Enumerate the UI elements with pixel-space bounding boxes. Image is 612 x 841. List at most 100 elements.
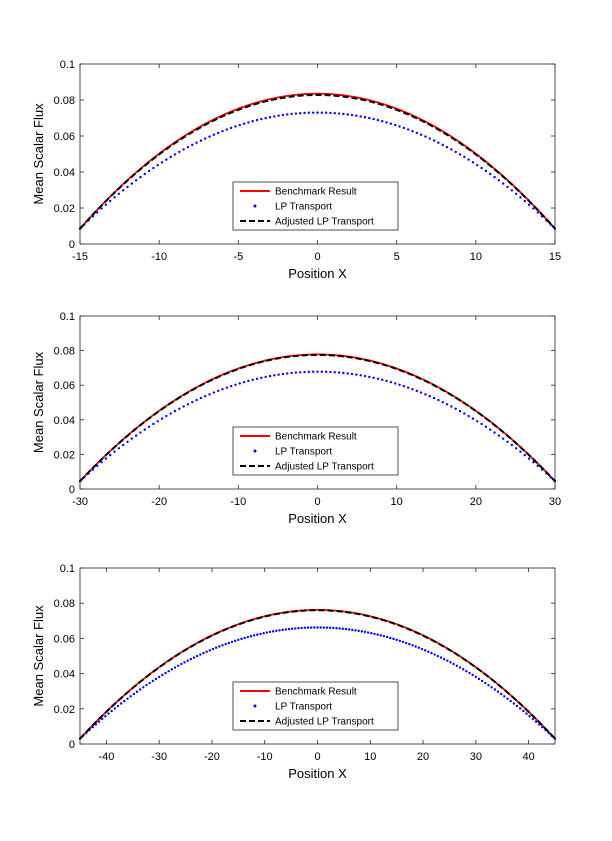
legend-label: Adjusted LP Transport [275, 462, 374, 473]
data-point [100, 717, 104, 721]
data-point [351, 628, 354, 632]
legend: Benchmark Result LP Transport Adjusted LP … [232, 681, 399, 731]
data-point [91, 468, 95, 471]
data-point [264, 375, 267, 379]
data-point [251, 378, 254, 382]
data-point [493, 688, 497, 691]
data-point [229, 384, 233, 388]
x-tick-label: 15 [549, 251, 561, 263]
data-point [100, 207, 103, 210]
x-tick-label: -10 [257, 751, 273, 763]
legend-label: Benchmark Result [275, 187, 357, 198]
data-point [493, 175, 496, 179]
data-point [178, 407, 181, 410]
x-tick-label: 20 [470, 496, 482, 508]
y-tick-label: 0.1 [60, 563, 75, 575]
data-point [97, 720, 101, 723]
data-point [233, 639, 237, 643]
data-point [522, 709, 525, 713]
data-point [322, 626, 326, 629]
data-point [273, 115, 276, 118]
data-point [161, 673, 164, 677]
data-point [414, 645, 417, 648]
data-point [199, 653, 202, 656]
data-point [547, 731, 550, 735]
data-point [455, 664, 459, 667]
data-point [216, 389, 220, 393]
data-point [328, 626, 332, 630]
data-point [415, 389, 419, 393]
data-point [211, 647, 215, 651]
data-point [303, 111, 306, 115]
y-tick-label: 0.08 [54, 95, 75, 107]
legend-label: LP Transport [275, 702, 332, 713]
data-point [342, 112, 345, 116]
x-tick-label: -30 [72, 496, 88, 508]
y-tick-label: 0.06 [54, 131, 75, 143]
data-point [183, 661, 186, 664]
x-tick-label: -30 [151, 751, 167, 763]
data-point [227, 641, 231, 645]
x-tick-label: -40 [98, 751, 114, 763]
legend-label: LP Transport [275, 447, 332, 458]
data-point [139, 431, 142, 434]
data-point [243, 636, 246, 640]
data-point [165, 414, 168, 418]
data-point [506, 440, 509, 443]
data-point [221, 129, 224, 133]
legend-marker [253, 704, 257, 708]
data-point [487, 683, 490, 687]
data-point [208, 135, 211, 138]
data-point [458, 409, 462, 413]
y-tick-label: 0.08 [54, 598, 75, 610]
data-point [510, 189, 514, 192]
data-point [109, 199, 112, 203]
data-point [411, 129, 414, 133]
data-point [170, 668, 174, 671]
data-point [238, 382, 241, 385]
data-point [402, 126, 406, 130]
data-point [489, 428, 492, 431]
data-point [329, 370, 332, 374]
data-point [506, 697, 509, 700]
data-point [355, 114, 358, 117]
y-tick-label: 0.02 [54, 704, 75, 716]
x-tick-label: 30 [549, 496, 561, 508]
chart-3: -40 -30 -20 -10 0 10 20 30 40 0 0.02 0.04 0.06 0.08 0.… [31, 563, 557, 781]
data-point [91, 725, 94, 729]
data-point [268, 374, 272, 378]
series-benchmark-result [79, 608, 556, 740]
data-point [262, 632, 265, 635]
data-point [224, 642, 227, 646]
data-point [117, 447, 121, 450]
data-point [428, 137, 431, 140]
data-point [110, 709, 113, 713]
data-point [363, 630, 367, 634]
data-point [320, 111, 324, 114]
data-point [121, 189, 125, 192]
data-point [394, 382, 397, 385]
data-point [132, 692, 136, 696]
legend-label: Adjusted LP Transport [275, 717, 374, 728]
data-point [287, 627, 291, 631]
data-point [255, 377, 259, 381]
data-point [303, 370, 306, 374]
data-point [423, 649, 427, 652]
data-point [126, 185, 129, 189]
data-point [406, 386, 410, 389]
data-point [238, 123, 241, 127]
data-point [100, 461, 103, 464]
x-tick-label: 20 [417, 751, 429, 763]
data-point [433, 653, 436, 656]
data-point [424, 393, 427, 396]
data-point [389, 380, 393, 384]
data-point [294, 371, 298, 374]
data-point [344, 627, 348, 631]
data-point [497, 179, 501, 182]
data-point [518, 707, 522, 710]
data-point [135, 690, 139, 693]
data-point [294, 627, 297, 630]
data-point [218, 645, 221, 648]
data-point [484, 425, 488, 428]
data-point [252, 634, 256, 637]
